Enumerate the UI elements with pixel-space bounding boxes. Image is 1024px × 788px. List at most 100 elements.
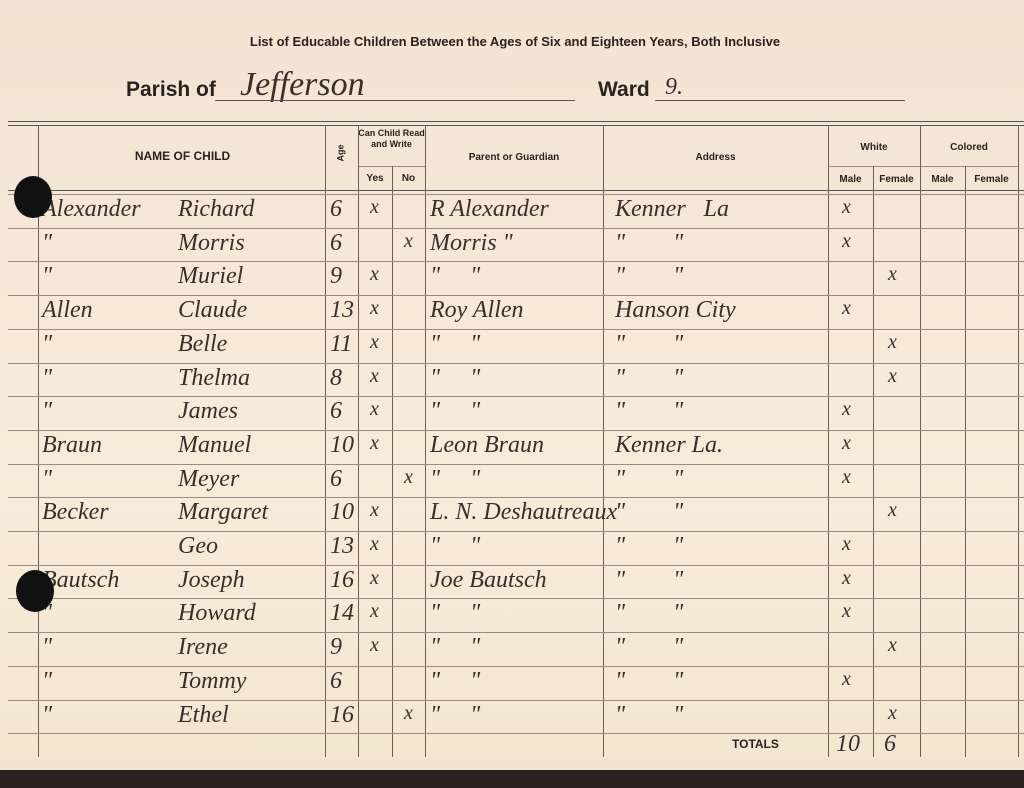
- col-header: Yes: [366, 173, 384, 184]
- cell-address: " ": [615, 566, 684, 593]
- col-header: Parent or Guardian: [468, 152, 560, 163]
- binder-hole: [14, 176, 52, 218]
- col-header: Can Child Read and Write: [358, 128, 425, 149]
- cell-age: 10: [330, 431, 354, 458]
- cell-address: " ": [615, 600, 684, 627]
- cell-yes: x: [370, 398, 379, 421]
- col-header: No: [401, 173, 416, 184]
- cell-no: x: [404, 701, 413, 724]
- cell-white-male: x: [842, 533, 851, 555]
- cell-yes: x: [370, 196, 379, 218]
- cell-parent: " ": [430, 634, 481, 661]
- cell-given: Muriel: [178, 263, 244, 290]
- rule: [8, 125, 1024, 126]
- cell-age: 9: [330, 263, 342, 290]
- cell-yes: x: [370, 263, 379, 286]
- col-header: Age: [335, 144, 346, 162]
- row-rule: [8, 227, 1024, 229]
- cell-age: 6: [330, 465, 342, 492]
- col-header: Colored: [950, 142, 988, 153]
- cell-address: " ": [615, 533, 684, 559]
- col-header: Male: [931, 174, 954, 185]
- cell-given: Claude: [178, 297, 248, 324]
- cell-parent: " ": [430, 600, 481, 627]
- cell-surname: ": [42, 600, 53, 627]
- cell-white-female: x: [888, 263, 897, 286]
- cell-surname: ": [42, 634, 53, 661]
- cell-parent: L. N. Deshautreaux: [430, 499, 618, 526]
- cell-surname: ": [42, 364, 53, 391]
- cell-given: James: [178, 398, 238, 425]
- row-rule: [8, 699, 1024, 701]
- cell-white-male: x: [842, 566, 851, 589]
- cell-age: 13: [330, 297, 354, 324]
- cell-yes: x: [370, 364, 379, 387]
- cell-yes: x: [370, 297, 379, 320]
- row-rule: [8, 328, 1024, 330]
- cell-address: " ": [615, 398, 684, 425]
- row-rule: [8, 295, 1024, 297]
- cell-address: " ": [615, 330, 684, 357]
- rule: [8, 121, 1024, 122]
- cell-age: 8: [330, 364, 342, 391]
- cell-age: 13: [330, 533, 354, 559]
- rule: [828, 166, 1018, 167]
- cell-age: 11: [330, 330, 353, 357]
- cell-white-male: x: [842, 431, 851, 454]
- col-header: Female: [974, 174, 1009, 185]
- parish-label: Parish of: [126, 78, 216, 101]
- cell-parent: Joe Bautsch: [430, 566, 547, 593]
- cell-given: Joseph: [178, 566, 245, 593]
- column-rule: [1018, 125, 1019, 758]
- total-white-female: 6: [884, 731, 896, 758]
- cell-age: 6: [330, 229, 342, 256]
- cell-surname: ": [42, 330, 53, 357]
- cell-parent: Roy Allen: [430, 297, 524, 324]
- cell-parent: " ": [430, 330, 481, 357]
- rule: [8, 190, 1024, 191]
- cell-address: " ": [615, 634, 684, 661]
- row-rule: [8, 194, 1024, 195]
- rule: [358, 166, 425, 167]
- cell-no: x: [404, 229, 413, 252]
- cell-white-female: x: [888, 364, 897, 387]
- cell-address: " ": [615, 263, 684, 290]
- row-rule: [8, 396, 1024, 398]
- form-title: List of Educable Children Between the Ag…: [249, 34, 781, 49]
- cell-surname: ": [42, 229, 53, 256]
- cell-surname: ": [42, 701, 53, 728]
- cell-age: 6: [330, 398, 342, 425]
- cell-parent: Leon Braun: [430, 431, 544, 458]
- cell-parent: " ": [430, 667, 481, 694]
- row-rule: [8, 429, 1024, 431]
- cell-given: Belle: [178, 330, 228, 357]
- col-header: Female: [879, 174, 914, 185]
- cell-address: Kenner La: [615, 196, 729, 222]
- col-header: Male: [839, 174, 862, 185]
- cell-address: " ": [615, 465, 684, 492]
- binder-hole: [16, 570, 54, 612]
- totals-label: TOTALS: [732, 737, 779, 752]
- cell-white-male: x: [842, 229, 851, 252]
- cell-surname: ": [42, 667, 53, 694]
- cell-given: Tommy: [178, 667, 247, 694]
- cell-white-female: x: [888, 499, 897, 522]
- cell-surname: ": [42, 465, 53, 492]
- cell-white-male: x: [842, 667, 851, 690]
- cell-white-female: x: [888, 701, 897, 724]
- cell-given: Thelma: [178, 364, 250, 391]
- rule: [215, 100, 575, 101]
- cell-parent: " ": [430, 533, 481, 559]
- row-rule: [8, 497, 1024, 499]
- cell-age: 14: [330, 600, 354, 627]
- column-rule: [603, 125, 604, 758]
- row-rule: [8, 362, 1024, 364]
- cell-parent: " ": [430, 465, 481, 492]
- cell-no: x: [404, 465, 413, 488]
- cell-given: Manuel: [178, 431, 252, 458]
- cell-age: 16: [330, 701, 354, 728]
- column-rule: [392, 166, 393, 758]
- row-rule: [8, 598, 1024, 600]
- ward-label: Ward: [598, 78, 650, 101]
- cell-age: 16: [330, 566, 354, 593]
